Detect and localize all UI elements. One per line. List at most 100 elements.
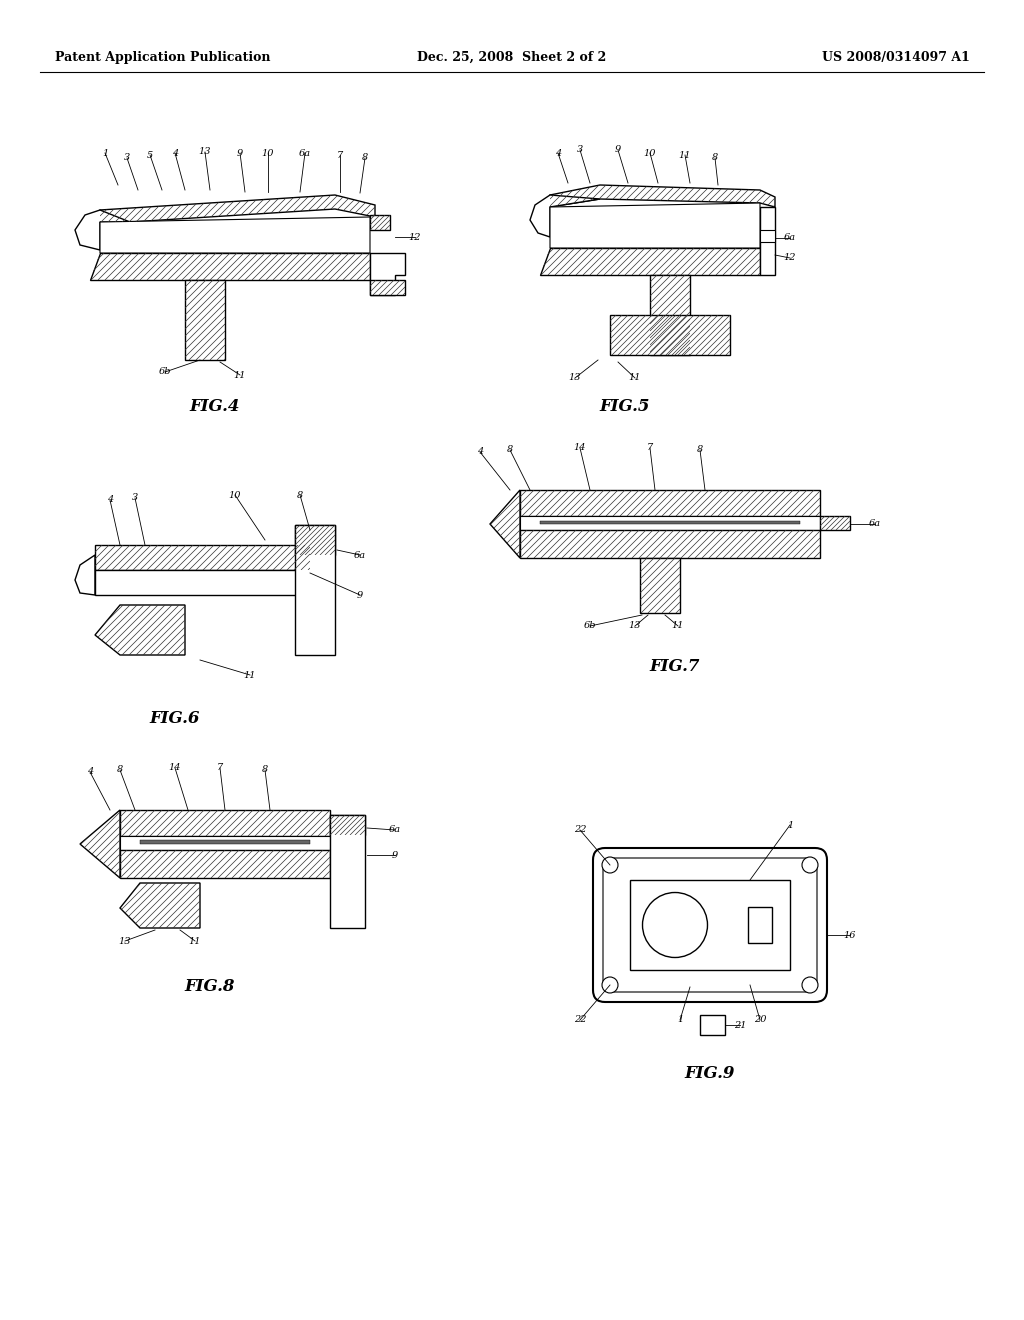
Circle shape (602, 977, 618, 993)
Polygon shape (120, 883, 200, 928)
Text: US 2008/0314097 A1: US 2008/0314097 A1 (822, 50, 970, 63)
Text: 13: 13 (629, 622, 641, 631)
Text: 10: 10 (262, 149, 274, 157)
Circle shape (802, 977, 818, 993)
Polygon shape (95, 605, 185, 655)
Text: 12: 12 (409, 232, 421, 242)
Polygon shape (550, 203, 760, 248)
Text: 9: 9 (357, 590, 364, 599)
Text: 6a: 6a (354, 550, 366, 560)
Text: 8: 8 (507, 446, 513, 454)
Text: 12: 12 (783, 253, 797, 263)
Text: 7: 7 (217, 763, 223, 772)
Text: 10: 10 (644, 149, 656, 157)
Polygon shape (370, 280, 406, 294)
Polygon shape (580, 235, 750, 240)
Polygon shape (120, 810, 330, 836)
Polygon shape (520, 531, 820, 558)
Polygon shape (760, 230, 775, 242)
Polygon shape (630, 880, 790, 970)
Text: 1: 1 (101, 149, 109, 157)
Circle shape (602, 857, 618, 873)
Text: FIG.6: FIG.6 (150, 710, 201, 727)
Text: 9: 9 (237, 149, 243, 157)
Polygon shape (140, 840, 310, 843)
Text: 6a: 6a (784, 234, 796, 243)
Polygon shape (530, 195, 600, 238)
Text: 8: 8 (697, 446, 703, 454)
Polygon shape (100, 195, 375, 222)
Polygon shape (520, 516, 820, 531)
Text: 4: 4 (172, 149, 178, 157)
Text: 9: 9 (614, 145, 622, 154)
Polygon shape (540, 521, 800, 524)
Circle shape (802, 857, 818, 873)
Polygon shape (295, 525, 335, 655)
Text: 4: 4 (555, 149, 561, 157)
Polygon shape (75, 554, 95, 595)
Text: 13: 13 (199, 148, 211, 157)
Text: 8: 8 (712, 153, 718, 162)
Text: 22: 22 (573, 1015, 587, 1024)
Polygon shape (550, 185, 775, 207)
Text: 9: 9 (392, 850, 398, 859)
Text: 4: 4 (87, 767, 93, 776)
Text: 11: 11 (188, 936, 202, 945)
Text: 11: 11 (672, 622, 684, 631)
Text: 6b: 6b (159, 367, 171, 376)
Ellipse shape (642, 892, 708, 957)
Polygon shape (700, 1015, 725, 1035)
Text: 3: 3 (132, 494, 138, 503)
Text: 8: 8 (361, 153, 368, 162)
Polygon shape (120, 240, 325, 246)
Text: 6a: 6a (869, 520, 881, 528)
Text: 8: 8 (262, 766, 268, 775)
Text: FIG.9: FIG.9 (685, 1065, 735, 1082)
FancyBboxPatch shape (593, 847, 827, 1002)
Text: 13: 13 (568, 374, 582, 383)
Polygon shape (80, 810, 120, 878)
Text: 21: 21 (734, 1020, 746, 1030)
Polygon shape (75, 210, 130, 249)
Text: 6b: 6b (584, 622, 596, 631)
Text: 22: 22 (573, 825, 587, 834)
Polygon shape (748, 907, 772, 942)
Polygon shape (370, 215, 390, 230)
Text: Patent Application Publication: Patent Application Publication (55, 50, 270, 63)
Text: 7: 7 (647, 444, 653, 453)
Text: 4: 4 (106, 495, 113, 504)
Polygon shape (330, 814, 365, 836)
Polygon shape (760, 207, 775, 275)
Text: 6a: 6a (299, 149, 311, 157)
Polygon shape (650, 275, 690, 355)
Polygon shape (490, 490, 520, 558)
Text: 8: 8 (117, 766, 123, 775)
Polygon shape (90, 253, 370, 280)
Text: 14: 14 (169, 763, 181, 772)
Text: 20: 20 (754, 1015, 766, 1024)
Text: 7: 7 (337, 150, 343, 160)
Text: FIG.8: FIG.8 (184, 978, 236, 995)
Text: FIG.4: FIG.4 (189, 399, 241, 414)
Polygon shape (330, 814, 365, 928)
Polygon shape (185, 280, 225, 360)
Polygon shape (120, 836, 330, 850)
Text: 5: 5 (146, 150, 154, 160)
Text: 1: 1 (677, 1015, 683, 1024)
Polygon shape (520, 490, 820, 516)
Text: FIG.7: FIG.7 (650, 657, 700, 675)
Text: Dec. 25, 2008  Sheet 2 of 2: Dec. 25, 2008 Sheet 2 of 2 (418, 50, 606, 63)
Text: 11: 11 (629, 374, 641, 383)
Text: 6a: 6a (389, 825, 401, 834)
Polygon shape (370, 253, 406, 294)
Polygon shape (640, 558, 680, 612)
Text: 14: 14 (573, 444, 587, 453)
Text: 4: 4 (477, 447, 483, 457)
Text: 11: 11 (244, 671, 256, 680)
Polygon shape (540, 248, 760, 275)
Text: 3: 3 (124, 153, 130, 162)
Text: 1: 1 (786, 821, 794, 829)
Text: 8: 8 (297, 491, 303, 499)
Polygon shape (610, 315, 730, 355)
Polygon shape (95, 545, 310, 570)
